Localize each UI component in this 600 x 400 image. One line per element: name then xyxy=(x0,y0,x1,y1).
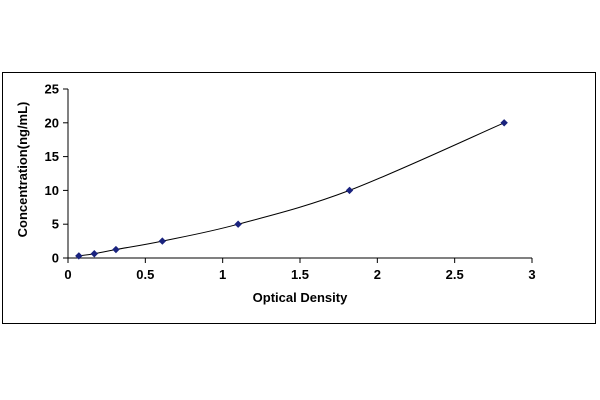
data-point xyxy=(112,245,120,254)
data-point xyxy=(75,252,83,260)
x-tick-label: 0.5 xyxy=(136,267,154,282)
y-tick-label: 5 xyxy=(52,217,59,232)
y-ticks: 0 5 10 15 20 25 xyxy=(45,82,68,266)
data-point xyxy=(345,186,354,195)
x-tick-label: 2 xyxy=(374,267,381,282)
chart-frame xyxy=(2,72,596,324)
y-tick-label: 20 xyxy=(45,115,59,130)
x-tick-label: 3 xyxy=(528,267,535,282)
x-axis-title: Optical Density xyxy=(253,290,348,305)
x-tick-label: 2.5 xyxy=(446,267,464,282)
data-point xyxy=(158,237,167,245)
axes xyxy=(67,89,532,259)
data-point xyxy=(500,119,508,127)
y-tick-label: 10 xyxy=(45,183,59,198)
y-tick-label: 25 xyxy=(45,82,59,97)
x-tick-label: 1.5 xyxy=(291,267,309,282)
y-axis-title: Concentration(ng/mL) xyxy=(15,102,30,238)
data-point xyxy=(234,220,242,228)
data-points xyxy=(75,119,508,260)
x-tick-label: 0 xyxy=(64,267,71,282)
x-tick-label: 1 xyxy=(219,267,226,282)
trend-curve xyxy=(78,122,505,257)
x-ticks: 0 0.5 1 1.5 2 2.5 3 xyxy=(64,258,536,282)
y-tick-label: 15 xyxy=(45,149,59,164)
y-tick-label: 0 xyxy=(52,251,59,266)
data-point xyxy=(90,250,99,258)
